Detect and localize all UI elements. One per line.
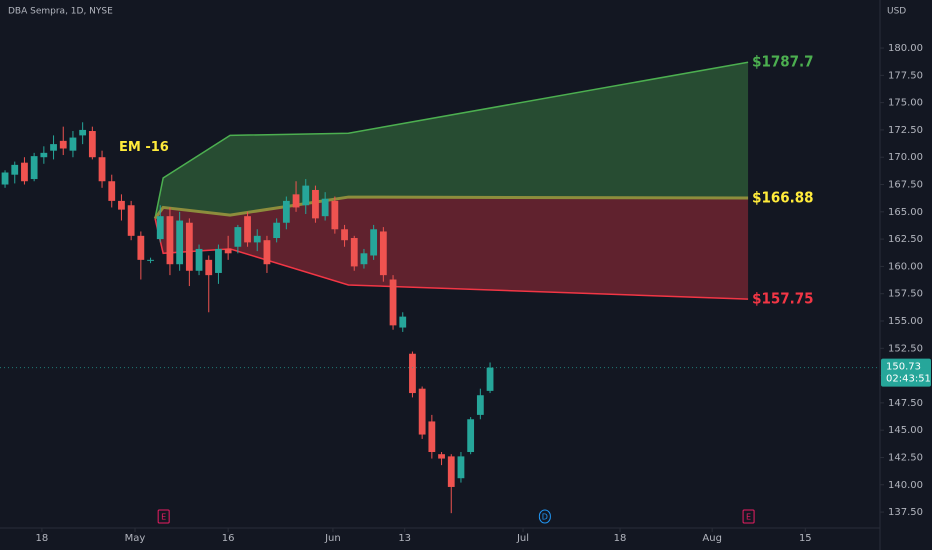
x-tick-label: 13 — [398, 533, 411, 544]
candle-body — [205, 259, 213, 276]
candle-body — [98, 157, 106, 182]
price-annotation: $157.75 — [752, 290, 813, 308]
y-tick-label: 152.50 — [888, 343, 923, 354]
event-icon — [538, 509, 551, 524]
candle-body — [457, 456, 465, 479]
y-tick-label: 177.50 — [888, 70, 923, 81]
candle-body — [215, 248, 222, 273]
candle-body — [389, 279, 397, 326]
candle-body — [224, 248, 232, 254]
candle-body — [244, 216, 251, 243]
y-tick-label: 167.50 — [888, 180, 923, 191]
candle-body — [282, 200, 290, 223]
candle-body — [69, 137, 77, 151]
candle-body — [331, 200, 339, 230]
x-tick-label: Jun — [324, 533, 341, 544]
y-tick-label: 137.50 — [888, 507, 923, 518]
candle-body — [40, 152, 48, 158]
candle-body — [156, 216, 164, 240]
candle-body — [176, 220, 184, 265]
event-icon — [157, 509, 170, 524]
candle-body — [476, 395, 484, 415]
x-tick-label: Aug — [702, 533, 722, 544]
chart-title: DBA Sempra, 1D, NYSE — [8, 7, 113, 17]
candle-body — [185, 222, 193, 271]
y-tick-label: 140.00 — [888, 480, 923, 491]
candle-body — [399, 316, 407, 328]
y-tick-label: 175.00 — [888, 98, 923, 109]
last-price-box — [881, 358, 931, 387]
candle-body — [418, 388, 426, 435]
candle-body — [360, 253, 368, 265]
event-label: E — [161, 513, 166, 522]
last-price-label: 150.73 — [886, 362, 921, 373]
candle-body — [108, 181, 116, 201]
candle-body — [21, 162, 28, 182]
price-annotation: $1787.7 — [752, 53, 813, 71]
y-tick-label: 142.50 — [888, 452, 923, 463]
candle-body — [447, 456, 455, 487]
y-tick-label: 147.50 — [888, 398, 923, 409]
candle-body — [350, 238, 358, 267]
candle-body — [195, 248, 203, 271]
upper-line — [154, 61, 749, 219]
candle-body — [428, 421, 436, 453]
y-tick-label: 165.00 — [888, 207, 923, 218]
candle-body — [88, 131, 96, 158]
y-tick-label: 160.00 — [888, 261, 923, 272]
y-axis-label: USD — [887, 7, 906, 17]
candle-body — [467, 419, 475, 453]
candle-body — [341, 229, 348, 241]
candle-body — [370, 229, 378, 256]
candle-body — [438, 454, 445, 459]
candle-body — [11, 164, 19, 175]
y-tick-label: 157.50 — [888, 289, 923, 300]
candle-body — [253, 235, 261, 243]
candle-body — [127, 205, 135, 236]
x-tick-label: May — [125, 533, 146, 544]
candle-body — [137, 235, 145, 260]
countdown-label: 02:43:51 — [886, 374, 931, 385]
candle-body — [302, 185, 310, 206]
y-tick-label: 162.50 — [888, 234, 923, 245]
candle-body — [409, 353, 416, 394]
y-tick-label: 180.00 — [888, 43, 923, 54]
x-tick-label: Jul — [516, 533, 529, 544]
candle-body — [273, 222, 281, 239]
candle-body — [1, 172, 9, 185]
y-tick-label: 172.50 — [888, 125, 923, 136]
candle-body — [166, 216, 174, 265]
event-label: E — [746, 513, 751, 522]
candle-body — [50, 144, 57, 151]
candle-body — [263, 240, 271, 265]
lower-zone — [155, 197, 749, 300]
x-tick-label: 18 — [36, 533, 49, 544]
price-annotation: $166.88 — [752, 189, 813, 207]
x-tick-label: 16 — [222, 533, 235, 544]
candle-body — [292, 194, 300, 208]
x-tick-label: 18 — [614, 533, 627, 544]
y-tick-label: 170.00 — [888, 152, 923, 163]
upper-zone — [155, 62, 749, 219]
candle-body — [147, 259, 154, 261]
candle-body — [312, 189, 319, 219]
event-label: D — [542, 513, 548, 522]
candle-body — [30, 156, 38, 180]
candle-body — [379, 231, 387, 276]
em-annotation: EM -16 — [119, 140, 169, 155]
candle-body — [486, 367, 494, 391]
candle-body — [79, 129, 87, 136]
event-icon — [742, 509, 755, 524]
y-tick-label: 155.00 — [888, 316, 923, 327]
x-tick-label: 15 — [799, 533, 812, 544]
y-tick-label: 145.00 — [888, 425, 923, 436]
candle-body — [118, 200, 125, 210]
candle-body — [59, 140, 67, 149]
candle-body — [234, 227, 242, 247]
candle-body — [321, 198, 329, 217]
